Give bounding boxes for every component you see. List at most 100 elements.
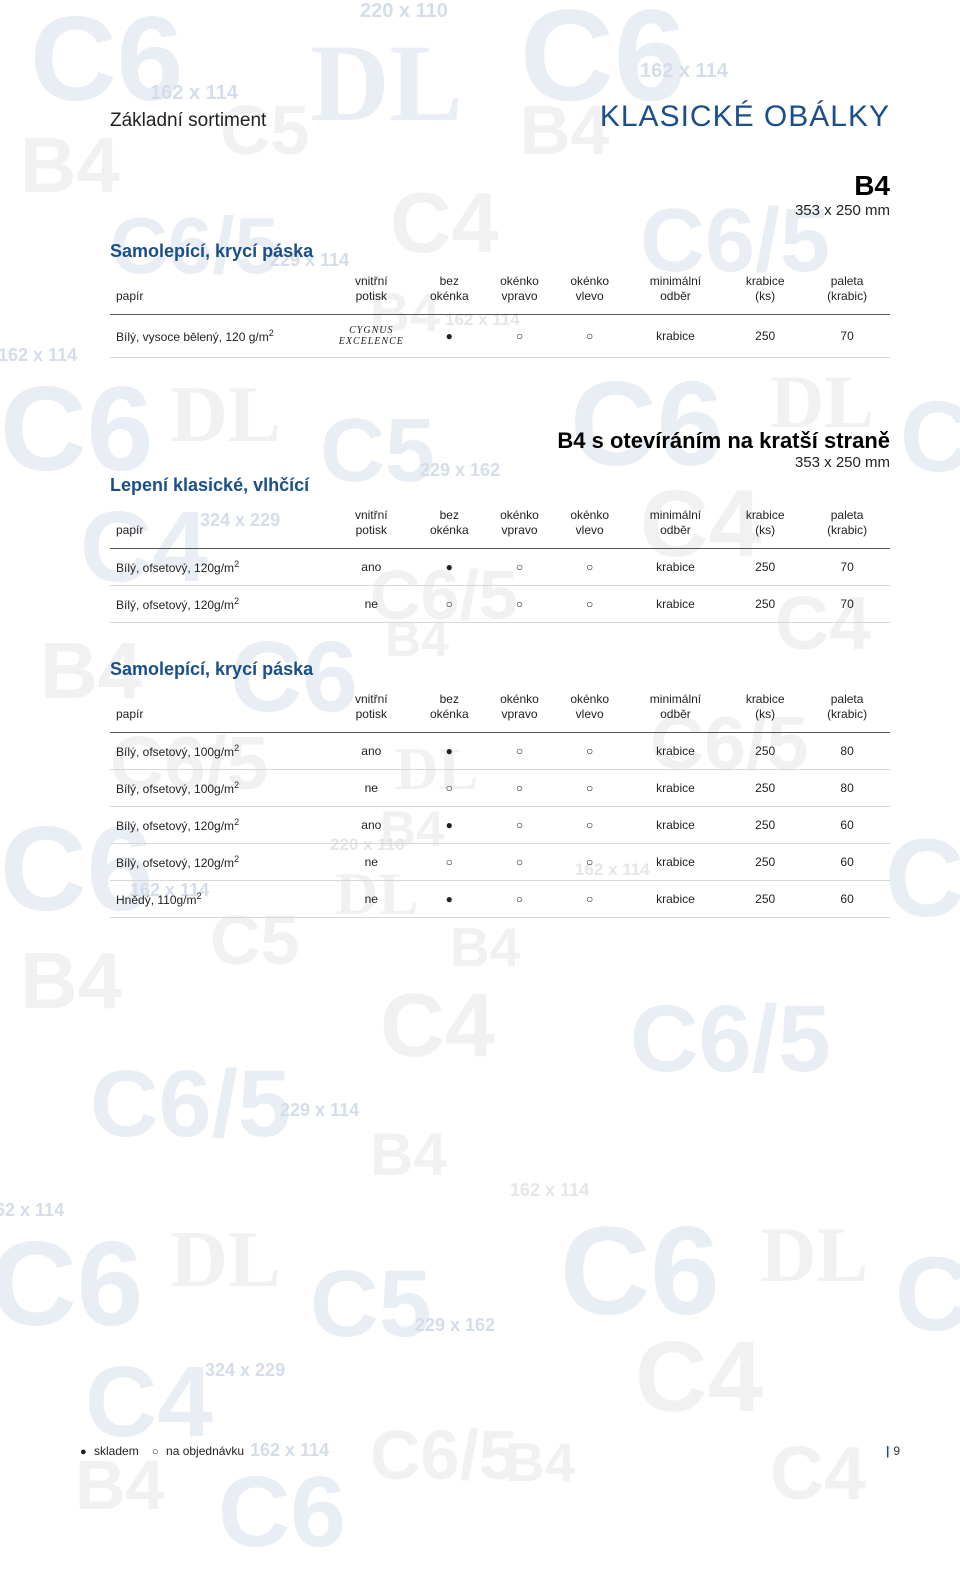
cell-potisk: ne <box>328 881 414 918</box>
cell-vlevo: ○ <box>555 549 625 586</box>
cell-odber: krabice <box>625 733 726 770</box>
cell-odber: krabice <box>625 549 726 586</box>
watermark: 324 x 229 <box>205 1360 285 1381</box>
cell-papir: Bílý, ofsetový, 100g/m2 <box>110 770 328 807</box>
spec-table-2a: papírvnitřnípotiskbezokénkaokénkovpravoo… <box>110 504 890 623</box>
watermark: C <box>895 1235 960 1355</box>
watermark: C4 <box>85 1345 213 1460</box>
section-heading: Samolepící, krycí páska <box>110 659 890 680</box>
watermark: B4 <box>370 1120 447 1189</box>
cell-vpravo: ○ <box>484 770 554 807</box>
spec-table-2b: papírvnitřnípotiskbezokénkaokénkovpravoo… <box>110 688 890 918</box>
col-min-odber: minimálníodběr <box>625 688 726 733</box>
legend-objednavku: na objednávku <box>166 1444 244 1458</box>
legend: ● skladem ○ na objednávku <box>80 1444 244 1458</box>
cell-vlevo: ○ <box>555 586 625 623</box>
cell-paleta: 60 <box>804 881 890 918</box>
section-1: Samolepící, krycí páska papírvnitřnípoti… <box>110 241 890 358</box>
col-potisk: vnitřnípotisk <box>328 504 414 549</box>
cell-bez: ○ <box>414 844 484 881</box>
watermark: C6/5 <box>630 985 831 1094</box>
cell-vpravo: ○ <box>484 586 554 623</box>
col-krabice-ks: krabice(ks) <box>726 504 804 549</box>
page-number: |9 <box>886 1444 900 1458</box>
cell-ks: 250 <box>726 807 804 844</box>
cell-bez: ● <box>414 807 484 844</box>
page-title: KLASICKÉ OBÁLKY <box>600 100 890 134</box>
cell-vpravo: ○ <box>484 807 554 844</box>
table-row: Bílý, ofsetový, 120g/m2ano●○○krabice2507… <box>110 549 890 586</box>
cell-ks: 250 <box>726 733 804 770</box>
cell-vpravo: ○ <box>484 844 554 881</box>
cell-paleta: 60 <box>804 844 890 881</box>
page-number-bar-icon: | <box>886 1444 889 1458</box>
col-paleta: paleta(krabic) <box>804 270 890 315</box>
cell-potisk: ano <box>328 549 414 586</box>
cell-paleta: 70 <box>804 586 890 623</box>
watermark: C6 <box>218 1455 346 1570</box>
cell-potisk: ne <box>328 770 414 807</box>
table-row: Bílý, ofsetový, 120g/m2ne○○○krabice25070 <box>110 586 890 623</box>
cell-ks: 250 <box>726 315 804 358</box>
cell-odber: krabice <box>625 770 726 807</box>
table-row: Bílý, ofsetový, 100g/m2ne○○○krabice25080 <box>110 770 890 807</box>
col-okenko-vlevo: okénkovlevo <box>555 504 625 549</box>
table-row: Hnědý, 110g/m2ne●○○krabice25060 <box>110 881 890 918</box>
watermark: DL <box>170 1215 281 1306</box>
col-potisk: vnitřnípotisk <box>328 688 414 733</box>
cell-vlevo: ○ <box>555 315 625 358</box>
cell-vpravo: ○ <box>484 315 554 358</box>
cell-vlevo: ○ <box>555 770 625 807</box>
cell-odber: krabice <box>625 807 726 844</box>
cell-bez: ● <box>414 549 484 586</box>
page-content: Základní sortiment KLASICKÉ OBÁLKY B4 35… <box>0 0 960 994</box>
page-footer: ● skladem ○ na objednávku |9 <box>80 1444 900 1458</box>
cell-vlevo: ○ <box>555 807 625 844</box>
cell-paleta: 70 <box>804 549 890 586</box>
col-bez-okenka: bezokénka <box>414 504 484 549</box>
col-krabice-ks: krabice(ks) <box>726 688 804 733</box>
sub-format-block: B4 s otevíráním na kratší straně 353 x 2… <box>110 428 890 471</box>
page-number-value: 9 <box>893 1444 900 1458</box>
cell-paleta: 80 <box>804 770 890 807</box>
section-heading: Samolepící, krycí páska <box>110 241 890 262</box>
cell-potisk: ne <box>328 844 414 881</box>
cell-vlevo: ○ <box>555 844 625 881</box>
col-okenko-vpravo: okénkovpravo <box>484 504 554 549</box>
cell-papir: Bílý, vysoce bělený, 120 g/m2 <box>110 315 328 358</box>
cell-vpravo: ○ <box>484 733 554 770</box>
breadcrumb: Základní sortiment <box>110 110 266 132</box>
cell-papir: Bílý, ofsetový, 100g/m2 <box>110 733 328 770</box>
watermark: C6 <box>560 1200 720 1343</box>
cell-paleta: 70 <box>804 315 890 358</box>
col-bez-okenka: bezokénka <box>414 688 484 733</box>
cell-vpravo: ○ <box>484 549 554 586</box>
watermark: B4 <box>505 1430 575 1494</box>
top-line: Základní sortiment KLASICKÉ OBÁLKY <box>110 100 890 134</box>
cell-papir: Bílý, ofsetový, 120g/m2 <box>110 807 328 844</box>
sub-format-title: B4 s otevíráním na kratší straně <box>110 428 890 454</box>
format-block: B4 353 x 250 mm <box>110 170 890 219</box>
watermark: C6 <box>0 1215 143 1353</box>
col-min-odber: minimálníodběr <box>625 270 726 315</box>
table-row: Bílý, vysoce bělený, 120 g/m2CYGNUSEXCEL… <box>110 315 890 358</box>
col-krabice-ks: krabice(ks) <box>726 270 804 315</box>
watermark: C4 <box>635 1320 763 1435</box>
cell-potisk: ne <box>328 586 414 623</box>
format-dim: 353 x 250 mm <box>110 202 890 219</box>
cell-potisk: ano <box>328 733 414 770</box>
col-min-odber: minimálníodběr <box>625 504 726 549</box>
cell-bez: ● <box>414 315 484 358</box>
cell-vpravo: ○ <box>484 881 554 918</box>
col-papir: papír <box>110 270 328 315</box>
table-row: Bílý, ofsetový, 120g/m2ne○○○krabice25060 <box>110 844 890 881</box>
col-potisk: vnitřnípotisk <box>328 270 414 315</box>
watermark: C4 <box>770 1430 866 1516</box>
cell-odber: krabice <box>625 586 726 623</box>
format-code: B4 <box>110 170 890 202</box>
cell-potisk: CYGNUSEXCELENCE <box>328 315 414 358</box>
col-okenko-vpravo: okénkovpravo <box>484 688 554 733</box>
cell-ks: 250 <box>726 586 804 623</box>
cell-vlevo: ○ <box>555 881 625 918</box>
watermark: 229 x 114 <box>280 1100 359 1121</box>
